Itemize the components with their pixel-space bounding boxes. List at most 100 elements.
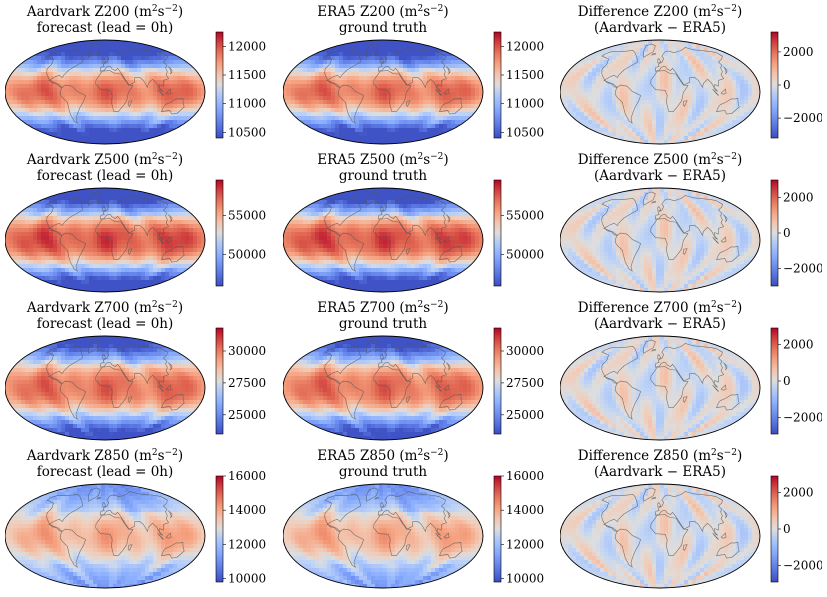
field-cell (748, 116, 753, 121)
field-cell (431, 88, 436, 93)
field-cell (411, 116, 416, 121)
field-cell (660, 116, 665, 121)
field-cell (93, 240, 98, 245)
field-cell (77, 136, 82, 141)
field-cell (295, 112, 300, 117)
field-cell (720, 52, 725, 57)
field-cell (41, 120, 46, 125)
field-cell (568, 76, 573, 81)
field-cell (335, 116, 340, 121)
field-cell (57, 56, 62, 61)
field-cell (109, 228, 114, 233)
field-cell (73, 136, 78, 141)
field-cell (564, 56, 569, 61)
field-cell (65, 208, 70, 213)
field-cell (53, 244, 58, 249)
field-cell (688, 124, 693, 129)
field-cell (117, 48, 122, 53)
field-cell (177, 60, 182, 65)
field-cell (339, 52, 344, 57)
field-cell (5, 264, 10, 269)
field-cell (81, 60, 86, 65)
field-cell (403, 84, 408, 89)
field-cell (652, 80, 657, 85)
field-cell (479, 132, 483, 137)
field-cell (423, 68, 428, 73)
field-cell (181, 244, 186, 249)
field-cell (564, 80, 569, 85)
field-cell (748, 40, 753, 45)
field-cell (620, 48, 625, 53)
field-cell (189, 48, 194, 53)
field-cell (367, 140, 372, 144)
field-cell (668, 124, 673, 129)
field-cell (616, 108, 621, 113)
field-cell (81, 48, 86, 53)
field-cell (644, 120, 649, 125)
field-cell (608, 104, 613, 109)
field-cell (620, 88, 625, 93)
field-cell (125, 100, 130, 105)
field-cell (732, 44, 737, 49)
field-cell (371, 40, 376, 45)
field-cell (311, 136, 316, 141)
field-cell (411, 124, 416, 129)
field-cell (17, 68, 22, 73)
field-cell (161, 252, 166, 257)
field-cell (141, 208, 146, 213)
field-cell (708, 96, 713, 101)
field-cell (53, 216, 58, 221)
field-cell (415, 48, 420, 53)
field-cell (21, 248, 26, 253)
field-cell (45, 236, 50, 241)
field-cell (133, 60, 138, 65)
field-cell (576, 92, 581, 97)
field-cell (185, 224, 190, 229)
field-cell (117, 220, 122, 225)
field-cell (165, 108, 170, 113)
field-cell (692, 108, 697, 113)
field-cell (45, 200, 50, 205)
field-cell (137, 100, 142, 105)
field-cell (395, 40, 400, 45)
field-cell (736, 140, 741, 144)
field-cell (33, 56, 38, 61)
field-cell (307, 112, 312, 117)
field-cell (169, 120, 174, 125)
field-cell (49, 52, 54, 57)
field-cell (57, 256, 62, 261)
field-cell (113, 52, 118, 57)
field-cell (700, 128, 705, 133)
field-cell (29, 76, 34, 81)
field-cell (716, 124, 721, 129)
field-cell (347, 68, 352, 73)
field-cell (728, 108, 733, 113)
field-cell (427, 68, 432, 73)
field-cell (640, 108, 645, 113)
field-cell (133, 236, 138, 241)
field-cell (407, 48, 412, 53)
field-cell (53, 256, 58, 261)
field-cell (624, 136, 629, 141)
field-cell (624, 76, 629, 81)
field-cell (37, 256, 42, 261)
field-cell (157, 260, 162, 265)
field-cell (403, 104, 408, 109)
field-cell (692, 92, 697, 97)
field-cell (29, 92, 34, 97)
field-cell (447, 64, 452, 69)
field-cell (652, 72, 657, 77)
field-cell (660, 48, 665, 53)
field-cell (740, 68, 745, 73)
field-cell (648, 68, 653, 73)
field-cell (467, 84, 472, 89)
field-cell (407, 68, 412, 73)
field-cell (576, 112, 581, 117)
field-cell (415, 112, 420, 117)
field-cell (105, 228, 110, 233)
field-cell (165, 72, 170, 77)
field-cell (165, 200, 170, 205)
field-cell (21, 84, 26, 89)
field-cell (117, 52, 122, 57)
field-cell (65, 220, 70, 225)
